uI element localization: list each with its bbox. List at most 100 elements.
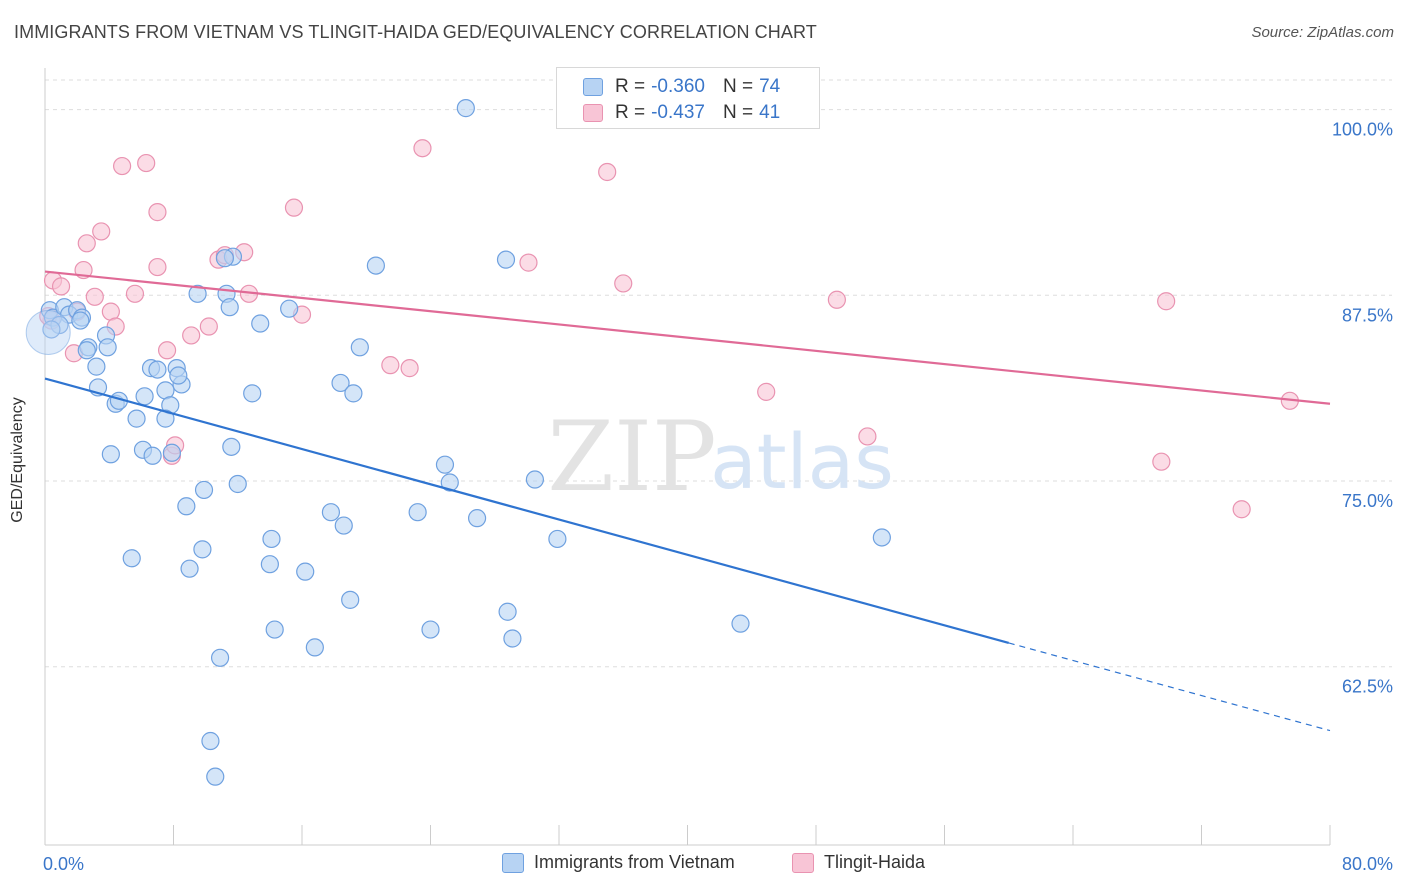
point-tlingit-haida <box>519 253 538 272</box>
source-label: Source: ZipAtlas.com <box>1251 24 1394 41</box>
point-vietnam <box>42 320 61 339</box>
point-tlingit-haida <box>199 317 218 336</box>
series-immigrants-vietnam <box>25 99 891 786</box>
point-tlingit-haida <box>92 222 111 241</box>
legend-swatch-pink <box>583 104 603 122</box>
point-vietnam <box>408 503 427 522</box>
point-vietnam <box>440 473 459 492</box>
legend-n-value: 41 <box>759 102 781 123</box>
point-tlingit-haida <box>148 203 167 222</box>
trend-line-tlingit-haida <box>44 270 1331 405</box>
series-legend: Immigrants from Vietnam Tlingit-Haida <box>0 852 1406 876</box>
legend-label-tlingit: Tlingit-Haida <box>824 852 926 872</box>
point-vietnam <box>156 409 175 428</box>
point-vietnam <box>220 298 239 317</box>
point-tlingit-haida <box>157 341 177 360</box>
point-vietnam <box>206 767 225 786</box>
point-vietnam <box>228 474 247 494</box>
watermark-zip: ZIP <box>547 401 716 513</box>
point-vietnam <box>193 540 212 559</box>
point-tlingit-haida <box>1152 452 1171 471</box>
point-tlingit-haida <box>827 290 846 309</box>
point-vietnam-cluster <box>25 309 71 355</box>
gridlines <box>45 79 1392 668</box>
point-vietnam <box>243 384 262 403</box>
point-tlingit-haida <box>137 153 156 173</box>
point-tlingit-haida <box>1232 500 1251 519</box>
point-vietnam <box>296 562 315 581</box>
legend-r-value: -0.360 <box>651 76 705 97</box>
x-tick-label: 80.0% <box>1342 854 1393 874</box>
trend-line-vietnam-extension <box>1008 642 1331 732</box>
point-tlingit-haida <box>125 284 145 303</box>
point-vietnam <box>201 731 220 751</box>
point-vietnam <box>260 555 279 574</box>
x-tick-labels: 0.0% 80.0% <box>43 854 1393 874</box>
y-tick-label: 100.0% <box>1332 120 1393 140</box>
point-tlingit-haida <box>148 257 167 277</box>
correlation-legend: R = -0.360 N = 74 R = -0.437 N = 41 <box>556 67 820 129</box>
point-vietnam <box>467 509 487 528</box>
point-vietnam <box>731 614 750 633</box>
point-tlingit-haida <box>51 277 71 296</box>
y-tick-labels: 62.5% 75.0% 87.5% 100.0% <box>1332 120 1393 697</box>
point-vietnam <box>334 516 353 535</box>
point-vietnam <box>210 648 230 667</box>
point-vietnam <box>215 249 234 268</box>
point-tlingit-haida <box>182 326 201 345</box>
point-vietnam <box>498 602 517 621</box>
point-vietnam <box>222 437 241 456</box>
point-vietnam <box>525 470 545 489</box>
point-tlingit-haida <box>598 162 617 182</box>
legend-item-tlingit[interactable]: Tlingit-Haida <box>792 852 925 873</box>
axes <box>44 68 1331 846</box>
point-vietnam <box>194 480 214 500</box>
point-vietnam <box>435 455 455 474</box>
point-vietnam <box>135 387 154 406</box>
point-tlingit-haida <box>381 356 400 375</box>
y-tick-label: 62.5% <box>1342 677 1393 697</box>
point-vietnam <box>71 311 90 330</box>
point-vietnam <box>265 620 284 639</box>
x-tick-label: 0.0% <box>43 854 84 874</box>
point-vietnam <box>162 443 181 462</box>
legend-n-value: 74 <box>759 76 781 97</box>
point-vietnam <box>169 366 188 385</box>
legend-swatch-blue <box>583 78 603 96</box>
y-axis-label: GED/Equivalency <box>9 397 26 523</box>
point-tlingit-haida <box>400 359 419 378</box>
point-vietnam <box>350 338 369 357</box>
point-vietnam <box>344 384 363 403</box>
point-vietnam <box>548 529 567 549</box>
point-vietnam <box>180 559 199 578</box>
point-vietnam <box>503 629 522 648</box>
point-tlingit-haida <box>757 382 776 401</box>
point-vietnam <box>101 445 120 464</box>
point-vietnam <box>188 284 207 303</box>
point-vietnam <box>127 409 146 428</box>
legend-r-label: R = <box>615 102 646 123</box>
legend-r-label: R = <box>615 76 646 97</box>
point-vietnam <box>341 590 360 609</box>
point-tlingit-haida <box>112 156 132 176</box>
point-tlingit-haida <box>85 287 104 306</box>
point-tlingit-haida <box>284 198 304 217</box>
point-tlingit-haida <box>858 427 877 446</box>
point-vietnam <box>177 497 196 516</box>
point-vietnam <box>122 549 141 568</box>
point-tlingit-haida <box>77 234 96 253</box>
trend-line-vietnam <box>44 377 1010 645</box>
y-tick-label: 75.0% <box>1342 491 1393 511</box>
legend-row-vietnam: R = -0.360 N = 74 <box>583 75 798 99</box>
legend-label-vietnam: Immigrants from Vietnam <box>534 852 735 872</box>
legend-item-vietnam[interactable]: Immigrants from Vietnam <box>502 852 735 873</box>
point-vietnam <box>87 357 106 376</box>
point-tlingit-haida <box>413 139 432 158</box>
point-vietnam <box>331 373 350 393</box>
point-vietnam <box>421 620 440 639</box>
legend-n-label: N = <box>722 76 754 97</box>
trend-lines <box>44 270 1331 732</box>
point-vietnam <box>77 341 96 360</box>
point-vietnam <box>366 256 385 275</box>
point-vietnam <box>148 360 167 379</box>
